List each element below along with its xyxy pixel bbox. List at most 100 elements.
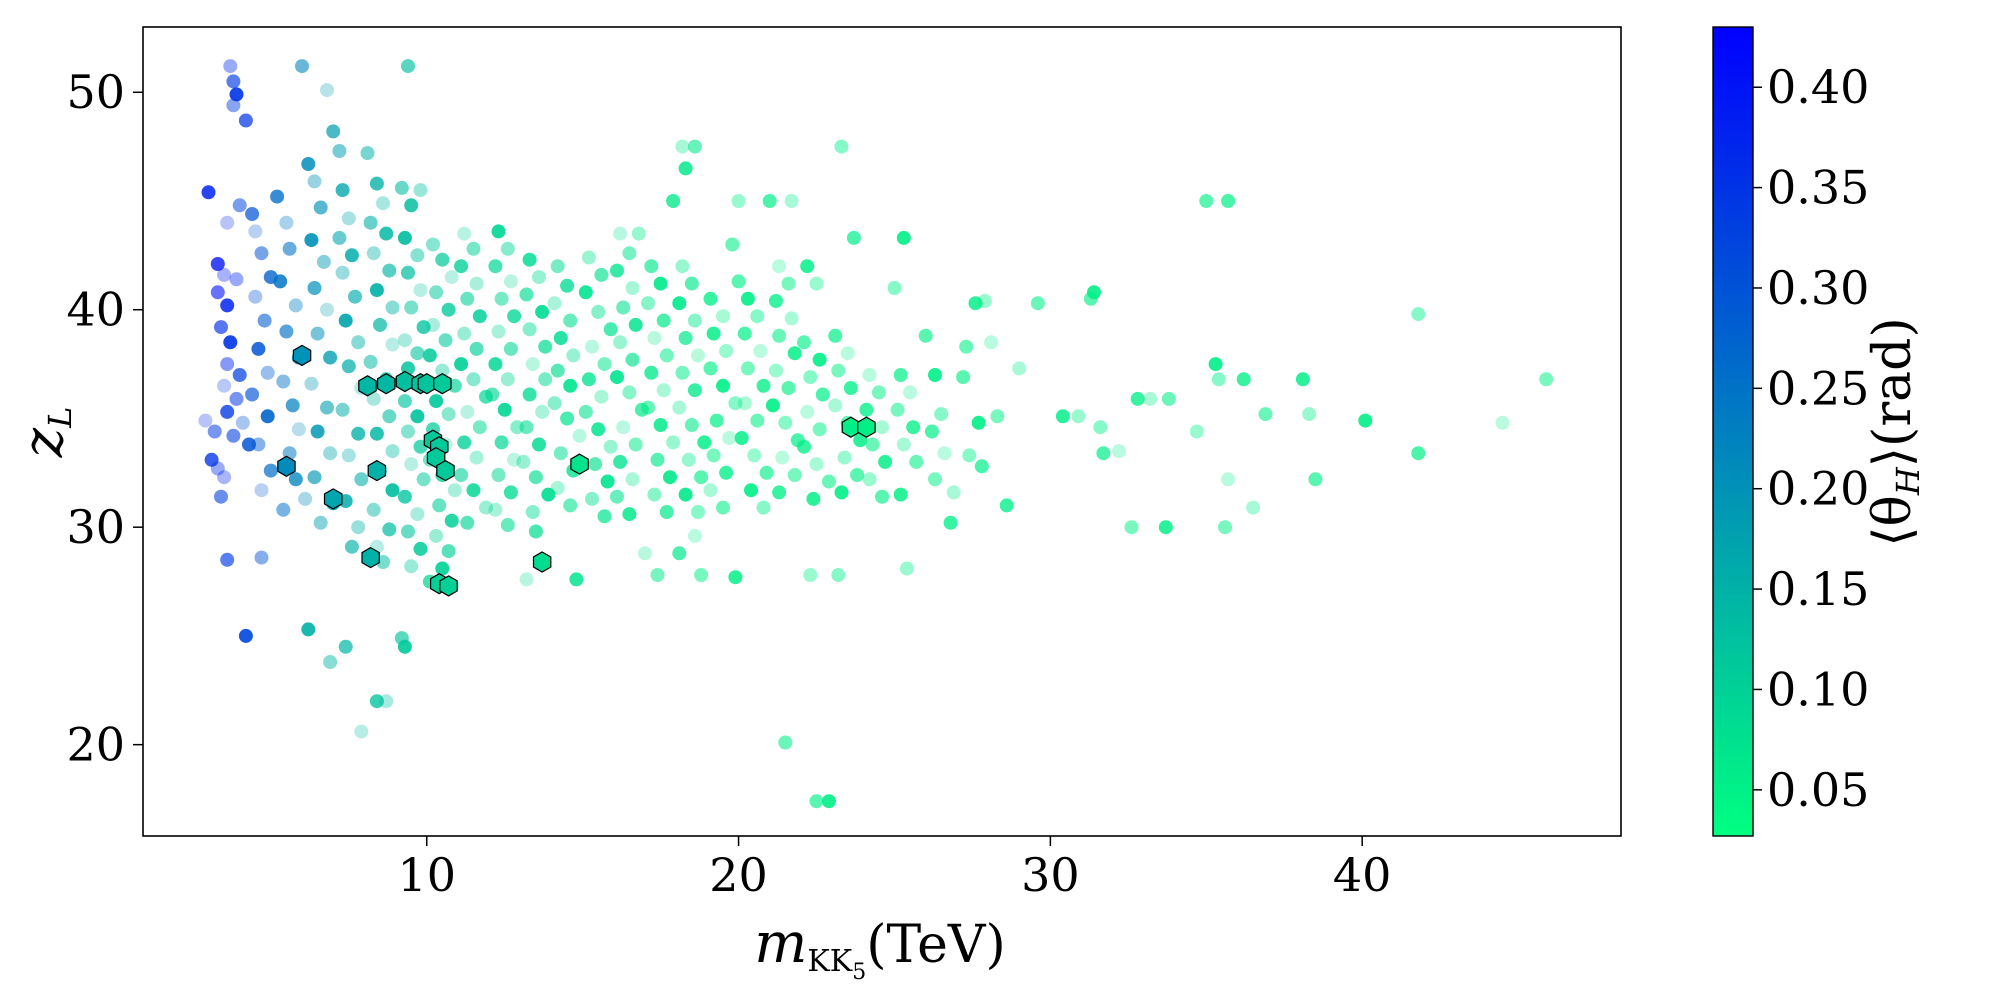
data-point [307, 174, 322, 189]
data-point [862, 472, 877, 487]
x-axis-ticks: 10 20 30 40 [397, 836, 1391, 902]
data-point [787, 346, 802, 361]
data-point [968, 296, 983, 311]
data-point [585, 339, 599, 354]
data-point [335, 402, 350, 417]
data-point [843, 381, 858, 395]
data-point [522, 322, 537, 337]
data-point [238, 113, 253, 128]
data-point [522, 387, 537, 402]
data-point [578, 404, 593, 419]
data-point [862, 368, 877, 382]
data-point [288, 298, 303, 313]
data-point [737, 326, 752, 341]
data-point [769, 294, 783, 308]
data-point [753, 344, 768, 358]
data-point [641, 296, 656, 311]
data-point [837, 450, 852, 465]
data-point [351, 335, 366, 350]
data-point [254, 483, 269, 498]
data-point [784, 311, 799, 326]
data-point [887, 281, 902, 295]
data-point [834, 139, 849, 154]
data-point [1495, 415, 1510, 430]
data-point [447, 483, 462, 498]
data-point [678, 331, 693, 345]
data-point [613, 454, 628, 469]
data-point [765, 398, 780, 413]
data-point [716, 309, 730, 324]
data-point [210, 461, 225, 476]
data-point [369, 283, 384, 298]
data-point [759, 465, 774, 480]
data-point [500, 518, 515, 532]
data-point [622, 246, 637, 261]
data-point [217, 378, 232, 393]
data-point [454, 259, 469, 274]
data-point [472, 309, 487, 324]
data-point [756, 500, 771, 515]
data-point [597, 357, 612, 372]
data-point [313, 515, 328, 530]
data-point [572, 428, 587, 443]
data-point [875, 489, 889, 504]
data-point [594, 267, 609, 282]
data-point [273, 274, 288, 289]
data-point [519, 287, 534, 302]
data-point [466, 241, 481, 256]
data-point [397, 333, 412, 348]
data-point [731, 194, 746, 208]
data-point [525, 357, 540, 372]
data-point [846, 230, 861, 245]
data-point [201, 185, 216, 200]
data-point [457, 226, 472, 241]
data-point [472, 420, 487, 435]
colorbar-label: ⟨θH⟩(rad) [1863, 317, 1927, 547]
data-point [376, 196, 391, 211]
data-point [507, 452, 522, 467]
data-point [946, 485, 961, 500]
data-point [853, 433, 868, 448]
data-point [659, 505, 674, 519]
data-point [491, 468, 506, 482]
data-point [762, 194, 777, 208]
data-point [454, 357, 469, 372]
data-point [1302, 407, 1317, 422]
hexagon-data-point [436, 459, 455, 482]
hexagon-data-point [433, 373, 452, 395]
hexagon-data-point [377, 373, 396, 395]
data-point [369, 176, 384, 191]
data-point [397, 230, 412, 245]
data-point [687, 313, 702, 328]
data-point [279, 324, 294, 339]
data-point [248, 224, 263, 239]
data-point [307, 470, 322, 485]
data-point [457, 326, 472, 341]
data-point [691, 505, 705, 519]
data-point [675, 365, 690, 380]
data-point [1030, 296, 1045, 311]
colorbar-tick-label: 0.25 [1767, 361, 1869, 415]
data-point [597, 509, 612, 524]
data-point [600, 474, 615, 489]
data-point [326, 124, 341, 139]
data-point [709, 413, 724, 428]
data-point [404, 559, 419, 574]
data-point [896, 437, 911, 452]
data-point [644, 365, 659, 380]
data-point [397, 639, 412, 654]
data-point [379, 694, 394, 709]
data-point [397, 394, 412, 409]
data-point [232, 368, 247, 382]
hexagon-data-point [570, 453, 589, 475]
colorbar-tick-label: 0.15 [1767, 562, 1869, 616]
data-point [772, 259, 787, 274]
data-point [373, 317, 387, 332]
data-point [719, 465, 734, 480]
data-point [809, 794, 824, 809]
data-point [581, 250, 596, 265]
data-point [716, 500, 730, 515]
colorbar-ticks: 0.05 0.10 0.15 0.20 0.25 0.30 0.35 0.40 [1753, 60, 1869, 817]
data-point [1411, 307, 1426, 322]
data-point [772, 328, 787, 343]
